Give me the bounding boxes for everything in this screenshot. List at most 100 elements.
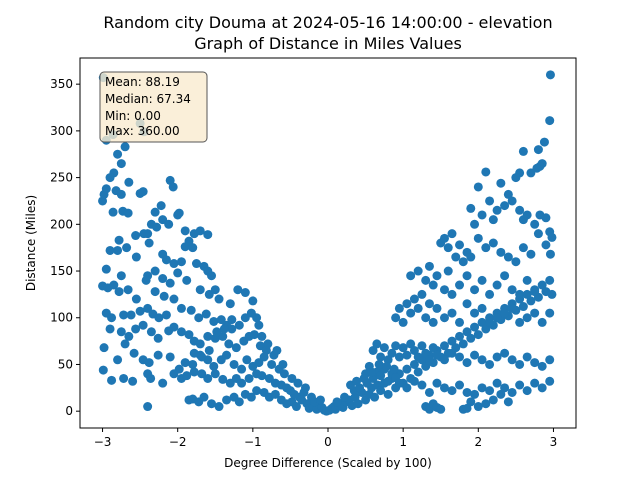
scatter-point: [233, 285, 243, 295]
scatter-point: [340, 392, 350, 402]
scatter-point: [191, 259, 201, 269]
scatter-point: [428, 317, 438, 327]
scatter-point: [477, 317, 487, 327]
scatter-point: [291, 402, 301, 412]
scatter-point: [123, 208, 133, 218]
scatter-point: [503, 252, 513, 262]
scatter-point: [391, 313, 401, 323]
scatter-point: [515, 380, 525, 390]
scatter-point: [545, 376, 555, 386]
scatter-point: [138, 320, 148, 330]
scatter-point: [116, 271, 126, 281]
scatter-point: [458, 257, 468, 267]
scatter-point: [131, 252, 141, 262]
scatter-point: [462, 358, 472, 368]
scatter-point: [234, 397, 244, 407]
scatter-point: [224, 339, 234, 349]
scatter-point: [518, 243, 528, 253]
scatter-point: [413, 352, 423, 362]
scatter-point: [515, 205, 525, 215]
scatter-point: [477, 210, 487, 220]
scatter-point: [417, 289, 427, 299]
scatter-point: [413, 266, 423, 276]
x-tick-label: −2: [169, 435, 187, 449]
scatter-point: [526, 249, 536, 259]
scatter-point: [141, 275, 151, 285]
scatter-point: [481, 324, 491, 334]
scatter-point: [533, 145, 543, 155]
scatter-point: [545, 70, 555, 80]
scatter-point: [473, 402, 483, 412]
scatter-point: [188, 359, 198, 369]
scatter-point: [120, 142, 130, 152]
scatter-point: [150, 266, 160, 276]
y-tick-label: 250: [50, 171, 73, 185]
scatter-point: [146, 327, 156, 337]
scatter-point: [156, 201, 166, 211]
scatter-point: [168, 182, 178, 192]
scatter-point: [511, 173, 521, 183]
scatter-point: [466, 252, 476, 262]
scatter-point: [522, 210, 532, 220]
scatter-point: [195, 285, 205, 295]
scatter-point: [443, 266, 453, 276]
scatter-point: [214, 402, 224, 412]
scatter-point: [182, 275, 192, 285]
scatter-point: [287, 373, 297, 383]
scatter-point: [207, 271, 217, 281]
scatter-point: [139, 229, 149, 239]
scatter-point: [209, 316, 219, 326]
scatter-point: [154, 313, 164, 323]
scatter-point: [492, 313, 502, 323]
scatter-point: [526, 168, 536, 178]
scatter-point: [113, 355, 123, 365]
x-axis-ticks: −3 −2 −1 0 1 2 3: [94, 428, 557, 449]
scatter-point: [240, 313, 250, 323]
scatter-point: [297, 395, 307, 405]
scatter-point: [515, 359, 525, 369]
y-tick-label: 150: [50, 264, 73, 278]
scatter-point: [128, 376, 138, 386]
scatter-point: [507, 196, 517, 206]
y-tick-label: 100: [50, 311, 73, 325]
scatter-point: [537, 361, 547, 371]
scatter-point: [522, 275, 532, 285]
scatter-point: [353, 399, 363, 409]
scatter-point: [485, 289, 495, 299]
scatter-point: [176, 257, 186, 267]
scatter-point: [500, 383, 510, 393]
scatter-point: [462, 327, 472, 337]
scatter-point: [537, 317, 547, 327]
scatter-point: [116, 189, 126, 199]
scatter-point: [481, 243, 491, 253]
scatter-point: [186, 305, 196, 315]
scatter-point: [135, 306, 145, 316]
scatter-point: [518, 302, 528, 312]
scatter-point: [195, 226, 205, 236]
scatter-point: [372, 339, 382, 349]
scatter-point: [455, 280, 465, 290]
scatter-point: [153, 350, 163, 360]
scatter-point: [462, 271, 472, 281]
scatter-point: [99, 343, 109, 353]
scatter-point: [114, 287, 124, 297]
scatter-point: [374, 359, 384, 369]
scatter-point: [458, 339, 468, 349]
scatter-point: [439, 313, 449, 323]
scatter-point: [530, 219, 540, 229]
scatter-point: [131, 231, 141, 241]
scatter-point: [488, 215, 498, 225]
scatter-point: [439, 341, 449, 351]
scatter-point: [210, 285, 220, 295]
scatter-point: [189, 348, 199, 358]
scatter-point: [470, 350, 480, 360]
scatter-point: [413, 303, 423, 313]
scatter-point: [477, 355, 487, 365]
scatter-point: [367, 367, 377, 377]
scatter-point: [473, 182, 483, 192]
scatter-point: [432, 378, 442, 388]
scatter-point: [545, 355, 555, 365]
scatter-point: [270, 389, 280, 399]
scatter-point: [252, 386, 262, 396]
scatter-point: [153, 333, 163, 343]
